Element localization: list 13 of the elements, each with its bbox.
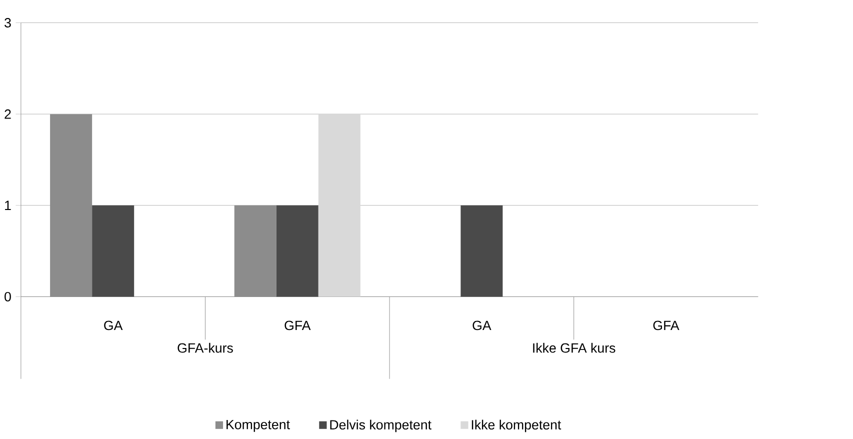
legend-label: Kompetent (226, 420, 290, 432)
y-tick-label: 2 (4, 110, 11, 119)
y-tick-label: 1 (5, 200, 11, 210)
legend-label: Ikke kompetent (472, 420, 562, 432)
x-tick-label: GFA (653, 320, 680, 330)
text: GFA-kurs (178, 343, 233, 353)
x-tick-label: GA (104, 320, 123, 330)
y-tick-label: 3 (4, 18, 11, 28)
x-tick-label: GFA (284, 320, 311, 330)
legend-label: Delvis kompetent (330, 420, 432, 432)
text: Ikke GFA kurs (533, 343, 616, 353)
x-tick-label: GA (472, 320, 492, 330)
y-tick-label: 0 (4, 292, 11, 302)
